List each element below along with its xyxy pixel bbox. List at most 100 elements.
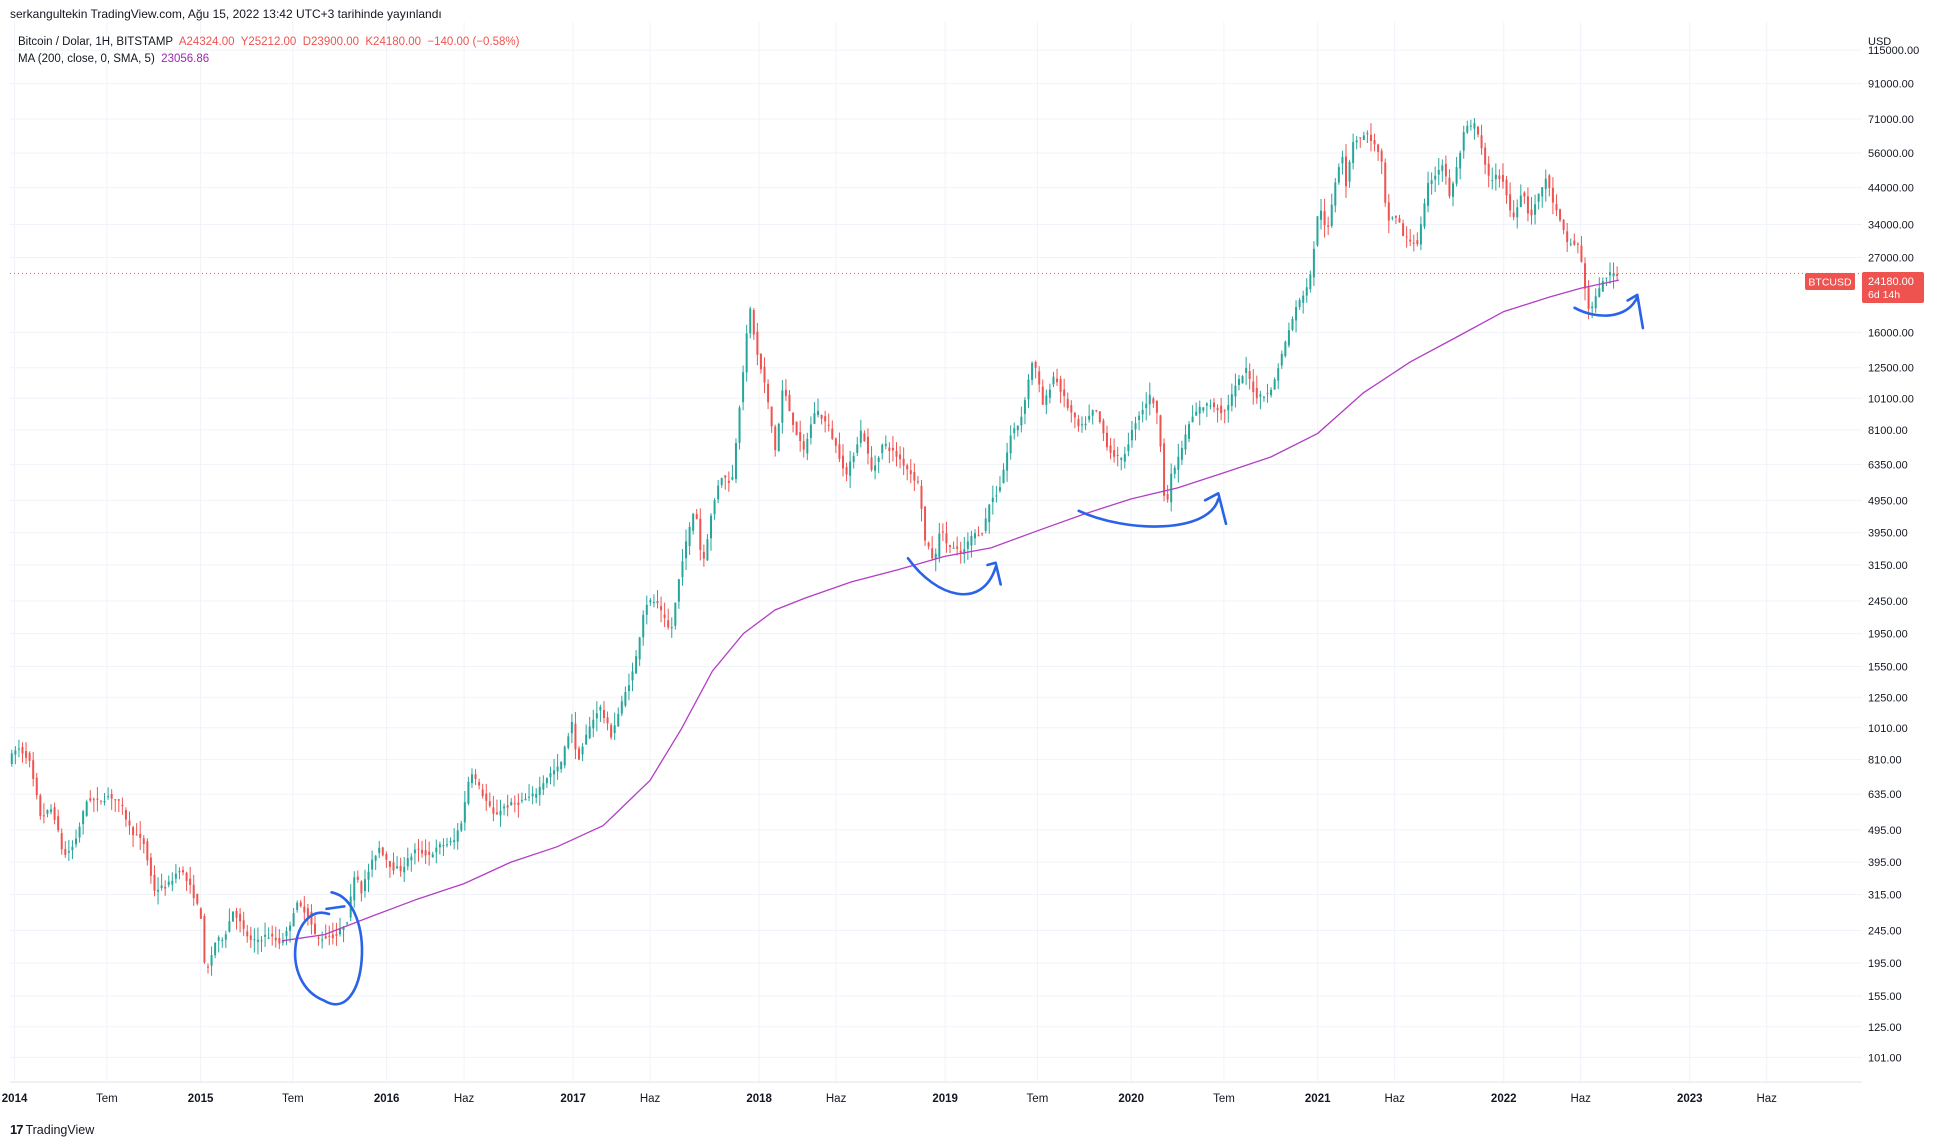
candle-body <box>182 870 185 873</box>
candle-body <box>788 394 791 412</box>
x-tick-label: Tem <box>282 1093 304 1105</box>
y-tick-label: 195.00 <box>1868 958 1902 970</box>
candle-body <box>267 937 270 939</box>
candle-body <box>1584 263 1587 289</box>
candle-body <box>677 579 680 602</box>
candle-body <box>1123 454 1126 462</box>
candle-body <box>959 550 962 553</box>
candle-body <box>977 534 980 536</box>
y-tick-label: 1550.00 <box>1868 661 1908 673</box>
candle-body <box>260 940 263 942</box>
candle-body <box>799 432 802 442</box>
candle-body <box>1166 494 1169 500</box>
candle-body <box>1501 174 1504 182</box>
candle-body <box>631 671 634 681</box>
candle-body <box>1391 217 1394 219</box>
chart-grid <box>10 22 1862 1082</box>
candle-body <box>1220 405 1223 414</box>
candle-body <box>1213 402 1216 408</box>
y-tick-label: 3950.00 <box>1868 528 1908 540</box>
candle-body <box>1469 125 1472 127</box>
candle-body <box>1573 240 1576 245</box>
candle-body <box>902 458 905 466</box>
candle-body <box>1480 135 1483 149</box>
candle-body <box>1088 415 1091 420</box>
candle-body <box>256 939 259 942</box>
candle-body <box>574 723 577 750</box>
x-tick-label: 2018 <box>746 1093 772 1105</box>
candle-body <box>74 838 77 845</box>
candle-body <box>520 799 523 801</box>
candle-body <box>210 955 213 966</box>
candle-body <box>1141 409 1144 415</box>
candle-body <box>353 877 356 901</box>
candle-body <box>60 833 63 850</box>
candle-body <box>949 545 952 547</box>
y-axis[interactable]: USD 115000.00 91000.00 71000.00 56000.00 440… <box>1868 36 1919 1064</box>
candle-body <box>1316 216 1319 246</box>
candle-body <box>1498 175 1501 180</box>
candle-body <box>1180 448 1183 460</box>
candle-body <box>1412 242 1415 244</box>
candle-body <box>877 457 880 463</box>
candle-body <box>1145 403 1148 409</box>
symbol-name[interactable]: Bitcoin / Dolar, 1H, BITSTAMP <box>18 36 174 48</box>
candle-body <box>1045 395 1048 405</box>
y-tick-label: 8100.00 <box>1868 425 1908 437</box>
candle-body <box>374 855 377 861</box>
tradingview-logo[interactable]: 17 TradingView <box>10 1122 94 1137</box>
candle-body <box>1066 398 1069 408</box>
candle-body <box>1077 419 1080 427</box>
symbol-tag-bg <box>1805 273 1855 290</box>
candle-body <box>324 936 327 939</box>
candle-body <box>264 934 267 937</box>
candle-body <box>474 774 477 780</box>
candle-body <box>938 533 941 557</box>
y-tick-label: 6350.00 <box>1868 460 1908 472</box>
y-tick-label: 91000.00 <box>1868 79 1914 91</box>
candle-body <box>1608 272 1611 276</box>
candle-body <box>335 933 338 936</box>
candle-body <box>1234 385 1237 397</box>
candle-body <box>1016 425 1019 431</box>
candle-body <box>749 308 752 334</box>
candle-body <box>638 637 641 660</box>
candle-body <box>627 685 630 691</box>
candle-body <box>1594 296 1597 309</box>
candle-body <box>652 601 655 603</box>
candle-body <box>1398 218 1401 223</box>
candle-body <box>991 497 994 503</box>
candle-body <box>32 760 35 779</box>
candle-body <box>1559 209 1562 221</box>
candle-body <box>692 513 695 531</box>
candle-body <box>1298 300 1301 308</box>
candle-body <box>1441 165 1444 172</box>
x-tick-label: Tem <box>96 1093 118 1105</box>
ma-label[interactable]: MA (200, close, 0, SMA, 5) <box>18 53 155 65</box>
candle-body <box>139 833 142 838</box>
candle-body <box>945 533 948 544</box>
candle-body <box>1519 195 1522 208</box>
candle-body <box>931 548 934 559</box>
candle-body <box>1455 167 1458 184</box>
candle-body <box>1063 389 1066 396</box>
candle-body <box>1205 403 1208 406</box>
candle-body <box>438 844 441 848</box>
candle-body <box>613 725 616 734</box>
annotation-swoosh-2019 <box>906 557 997 596</box>
candle-body <box>549 773 552 778</box>
candle-body <box>660 606 663 611</box>
candle-body <box>602 710 605 718</box>
candle-body <box>824 416 827 422</box>
candle-body <box>413 849 416 854</box>
annotation-loop-2015 <box>293 891 364 1006</box>
candle-body <box>292 913 295 927</box>
annotation-swoosh-2022 <box>1573 295 1639 317</box>
x-axis[interactable]: 2014 Tem 2015 Tem 2016 Haz 2017 Haz 2018 Haz 2019 T… <box>2 1093 1777 1105</box>
candle-body <box>235 910 238 918</box>
candle-body <box>1434 175 1437 180</box>
candle-body <box>752 310 755 335</box>
candle-body <box>595 713 598 719</box>
y-tick-label: 71000.00 <box>1868 114 1914 126</box>
